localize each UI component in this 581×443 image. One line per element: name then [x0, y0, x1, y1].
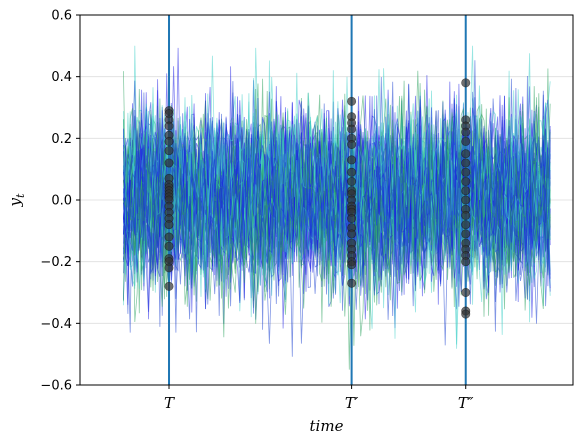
cross-section-point [461, 210, 471, 220]
cross-section-point [164, 281, 174, 291]
cross-section-point [461, 136, 471, 146]
y-tick-label: −0.6 [40, 379, 72, 394]
y-axis-label: yt [6, 193, 27, 207]
cross-section-point [164, 263, 174, 273]
cross-section-point [347, 96, 357, 106]
cross-section-point [164, 232, 174, 242]
cross-section-point [461, 220, 471, 230]
series-path [123, 118, 551, 339]
y-tick-label: 0.6 [51, 9, 72, 24]
cross-section-point [164, 146, 174, 156]
cross-section-point [347, 155, 357, 165]
x-tick-label: T″ [458, 394, 474, 412]
cross-section-point [347, 140, 357, 150]
y-tick-label: 0.0 [51, 194, 72, 209]
cross-section-point [461, 127, 471, 137]
cross-section-point [347, 167, 357, 177]
x-axis-label: time [310, 417, 344, 435]
cross-section-point [164, 136, 174, 146]
x-axis: T T′ T″ [164, 385, 474, 412]
series-path [123, 75, 551, 314]
dots-layer [164, 78, 471, 319]
y-tick-label: 0.4 [51, 70, 72, 85]
cross-section-point [461, 186, 471, 196]
cross-section-point [347, 278, 357, 288]
cross-section-point [347, 214, 357, 224]
cross-section-point [164, 241, 174, 251]
cross-section-point [461, 309, 471, 319]
y-tick-label: 0.2 [51, 132, 72, 147]
cross-section-point [347, 124, 357, 134]
cross-section-point [347, 177, 357, 187]
cross-section-point [461, 78, 471, 88]
cross-section-point [164, 121, 174, 131]
x-tick-label: T′ [345, 394, 359, 412]
cross-section-point [461, 287, 471, 297]
cross-section-point [461, 177, 471, 187]
y-tick-label: −0.4 [40, 317, 72, 332]
cross-section-point [461, 149, 471, 159]
cross-section-point [347, 229, 357, 239]
series-path [123, 55, 551, 239]
paths-layer [123, 45, 551, 370]
cross-section-point [461, 195, 471, 205]
cross-section-point [461, 158, 471, 168]
cross-section-point [347, 260, 357, 270]
cross-section-point [461, 229, 471, 239]
cross-section-point [461, 167, 471, 177]
x-tick-label: T [164, 394, 175, 412]
cross-section-point [164, 220, 174, 230]
y-axis: −0.6 −0.4 −0.2 0.0 0.2 0.4 0.6 [40, 9, 80, 394]
cross-section-point [461, 257, 471, 267]
cross-section-point [164, 158, 174, 168]
y-tick-label: −0.2 [40, 255, 72, 270]
